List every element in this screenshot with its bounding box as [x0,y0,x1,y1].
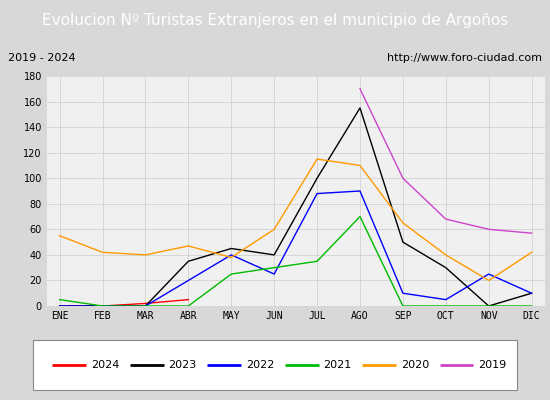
Text: 2019: 2019 [478,360,507,370]
Text: 2019 - 2024: 2019 - 2024 [8,53,76,63]
Text: 2024: 2024 [91,360,119,370]
Text: 2021: 2021 [323,360,351,370]
Text: Evolucion Nº Turistas Extranjeros en el municipio de Argoños: Evolucion Nº Turistas Extranjeros en el … [42,14,508,28]
Text: http://www.foro-ciudad.com: http://www.foro-ciudad.com [387,53,542,63]
Text: 2023: 2023 [168,360,197,370]
Text: 2020: 2020 [401,360,429,370]
Text: 2022: 2022 [246,360,274,370]
